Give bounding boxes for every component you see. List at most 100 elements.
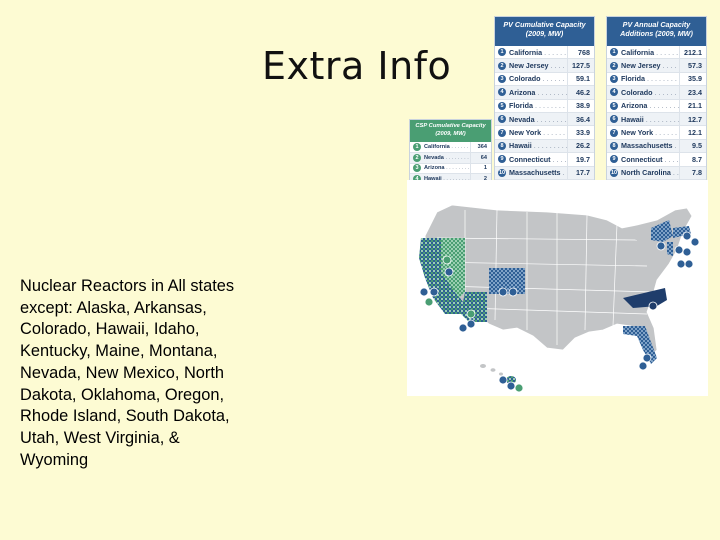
rank-badge: 4 <box>498 88 506 97</box>
capacity-value: 59.1 <box>567 72 594 86</box>
table-row: 9Connecticut19.7 <box>495 153 594 167</box>
pv-cumulative-rows: 1California7682New Jersey127.53Colorado5… <box>495 46 594 180</box>
pv-annual-table: PV Annual Capacity Additions (2009, MW) … <box>606 16 707 182</box>
table-row: 9Connecticut8.7 <box>607 153 706 167</box>
table-row: 10Massachusetts17.7 <box>495 166 594 180</box>
capacity-value: 12.1 <box>679 126 706 139</box>
table-row: 1California768 <box>495 46 594 60</box>
capacity-value: 46.2 <box>567 86 594 99</box>
state-name: Massachusetts <box>621 141 679 150</box>
rank-badge: 7 <box>610 128 618 137</box>
rank-badge: 3 <box>498 74 506 83</box>
state-name: Hawaii <box>621 115 679 124</box>
capacity-value: 12.7 <box>679 112 706 126</box>
state-name: Hawaii <box>424 176 470 182</box>
rank-badge: 1 <box>498 48 506 57</box>
capacity-value: 212.1 <box>679 46 706 59</box>
capacity-value: 17.7 <box>567 166 594 179</box>
table-row: 1California212.1 <box>607 46 706 60</box>
solar-capacity-figure: PV Cumulative Capacity (2009, MW) 1 Calif… <box>407 12 708 396</box>
state-name: New Jersey <box>621 61 679 70</box>
rank-badge: 7 <box>498 128 506 137</box>
capacity-value: 35.9 <box>679 72 706 86</box>
state-name: Nevada <box>509 115 567 124</box>
table-row: 4Colorado23.4 <box>607 86 706 100</box>
capacity-value: 768 <box>567 46 594 59</box>
table-row: 1California364 <box>410 142 491 153</box>
rank-badge: 8 <box>498 141 506 150</box>
capacity-value: 36.4 <box>567 112 594 126</box>
capacity-value: 19.7 <box>567 153 594 166</box>
capacity-value: 23.4 <box>679 86 706 99</box>
table-row: 3Arizona1 <box>410 163 491 175</box>
capacity-value: 9.5 <box>679 139 706 153</box>
capacity-value: 64 <box>470 152 491 163</box>
hawaii-region <box>480 364 516 384</box>
state-borders <box>430 209 654 345</box>
capacity-value: 2 <box>470 174 491 185</box>
capacity-value: 38.9 <box>567 99 594 112</box>
rank-badge: 6 <box>498 115 506 124</box>
state-name: Arizona <box>621 101 679 110</box>
table-row: 3Colorado59.1 <box>495 72 594 87</box>
new-york-region <box>651 220 673 242</box>
table-row: 5Florida38.9 <box>495 99 594 113</box>
state-name: New Jersey <box>509 61 567 70</box>
table-row: 6Nevada36.4 <box>495 112 594 127</box>
pv-cumulative-subtitle: (2009, MW) <box>525 29 564 38</box>
pv-annual-subtitle: Additions (2009, MW) <box>620 29 693 38</box>
rank-badge: 10 <box>498 168 506 177</box>
rank-badge: 4 <box>413 175 421 184</box>
pv-cumulative-title: PV Cumulative Capacity <box>503 20 586 29</box>
california-region <box>419 238 463 314</box>
capacity-value: 57.3 <box>679 59 706 72</box>
capacity-value: 1 <box>470 163 491 174</box>
state-name: Arizona <box>424 165 470 171</box>
csp-cumulative-subtitle: (2009, MW) <box>435 130 466 137</box>
rank-badge: 2 <box>610 61 618 70</box>
capacity-value: 7.8 <box>679 166 706 179</box>
us-solar-map <box>407 180 708 396</box>
pv-cumulative-header: PV Cumulative Capacity (2009, MW) <box>495 17 594 46</box>
state-name: New York <box>621 128 679 137</box>
nevada-region <box>441 238 465 298</box>
table-row: 2Nevada64 <box>410 152 491 164</box>
rank-badge: 3 <box>610 74 618 83</box>
rank-badge: 2 <box>498 61 506 70</box>
slide-title: Extra Info <box>262 44 452 88</box>
pv-cumulative-table: PV Cumulative Capacity (2009, MW) 1 Calif… <box>494 16 595 182</box>
rank-badge: 5 <box>610 101 618 110</box>
state-name: Florida <box>509 101 567 110</box>
state-name: Hawaii <box>509 141 567 150</box>
slide-body-text: Nuclear Reactors in All states except: A… <box>20 277 235 469</box>
rank-badge: 4 <box>610 88 618 97</box>
table-row: 8Massachusetts9.5 <box>607 139 706 154</box>
state-name: Nevada <box>424 155 470 161</box>
rank-badge: 10 <box>610 168 618 177</box>
rank-badge: 8 <box>610 141 618 150</box>
table-row: 6Hawaii12.7 <box>607 112 706 127</box>
state-name: Florida <box>621 74 679 83</box>
pv-annual-header: PV Annual Capacity Additions (2009, MW) <box>607 17 706 46</box>
csp-cumulative-title: CSP Cumulative Capacity <box>415 123 486 129</box>
state-name: Arizona <box>509 88 567 97</box>
csp-cumulative-header: CSP Cumulative Capacity (2009, MW) <box>410 120 491 142</box>
table-row: 4Arizona46.2 <box>495 86 594 100</box>
colorado-region <box>489 268 525 294</box>
rank-badge: 2 <box>413 153 421 162</box>
state-name: California <box>621 48 679 57</box>
capacity-value: 8.7 <box>679 153 706 166</box>
rank-badge: 5 <box>498 101 506 110</box>
csp-cumulative-rows: 1California3642Nevada643Arizona14Hawaii2 <box>410 142 491 186</box>
state-name: California <box>424 144 470 150</box>
state-name: Connecticut <box>509 155 567 164</box>
rank-markers <box>419 231 700 393</box>
us-map-svg <box>419 204 700 393</box>
rank-badge: 1 <box>610 48 618 57</box>
state-name: New York <box>509 128 567 137</box>
rank-badge: 9 <box>498 155 506 164</box>
